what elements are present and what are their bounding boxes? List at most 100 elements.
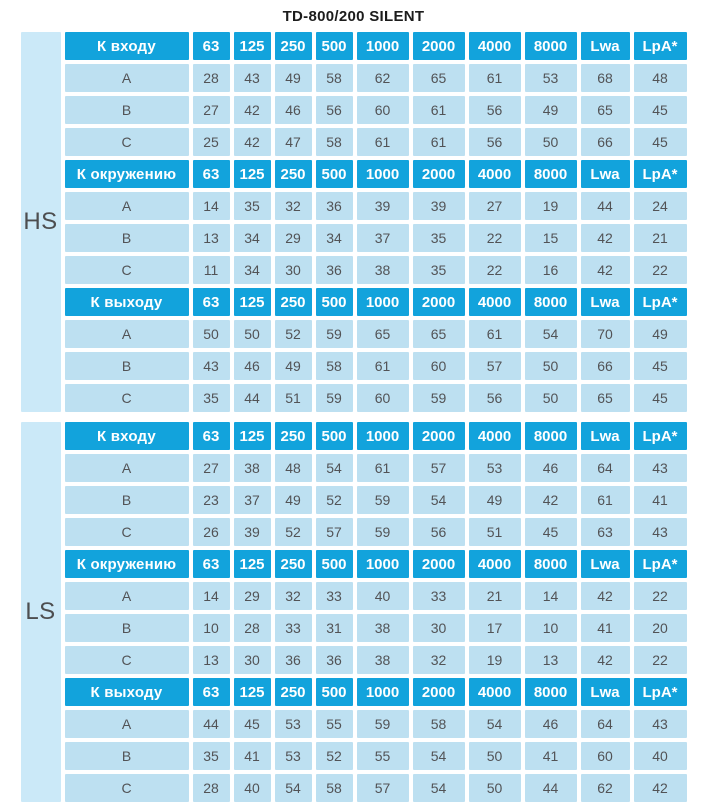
freq-header-cell: 63 [192,160,230,188]
value-cell: 44 [233,384,271,412]
freq-header-cell: Lwa [580,422,630,450]
freq-header-cell: 125 [233,678,271,706]
value-cell: 14 [192,582,230,610]
value-cell: 50 [524,128,577,156]
value-cell: 46 [274,96,312,124]
value-cell: 10 [524,614,577,642]
section-header-cell: К входу [64,422,189,450]
value-cell: 61 [412,96,465,124]
value-cell: 57 [356,774,409,802]
value-cell: 52 [315,486,353,514]
value-cell: 53 [524,64,577,92]
section-header-cell: К окружению [64,550,189,578]
value-cell: 29 [274,224,312,252]
freq-header-cell: 8000 [524,160,577,188]
value-cell: 60 [580,742,630,770]
value-cell: 63 [580,518,630,546]
group-table-ls: LS К входу 63 125 250 500 1000 2000 4000 8000 Lwa L… [17,418,691,806]
value-cell: 52 [315,742,353,770]
row-label-cell: C [64,256,189,284]
section-header-row: HS К входу 63 125 250 500 1000 2000 4000 8000 Lwa L… [20,32,687,412]
group-label-hs: HS [20,32,61,412]
value-cell: 50 [524,384,577,412]
value-cell: 59 [356,518,409,546]
table-row: A 27 38 48 54 61 57 53 46 64 43 [21,454,687,482]
freq-header-cell: 2000 [412,678,465,706]
table-row: B 35 41 53 52 55 54 50 41 60 40 [21,742,687,770]
table-row: A 14 29 32 33 40 33 21 14 42 22 [21,582,687,610]
value-cell: 61 [412,128,465,156]
row-label-cell: C [64,128,189,156]
freq-header-cell: 250 [274,160,312,188]
table-region: HS К входу 63 125 250 500 1000 2000 4000 8000 Lwa L… [0,28,707,806]
value-cell: 70 [580,320,630,348]
value-cell: 42 [524,486,577,514]
row-label-cell: B [64,486,189,514]
freq-header-cell: Lwa [580,678,630,706]
freq-header-cell: Lwa [580,288,630,316]
row-label-cell: A [64,64,189,92]
value-cell: 43 [233,64,271,92]
value-cell: 35 [192,384,230,412]
freq-header-cell: Lwa [580,160,630,188]
value-cell: 60 [412,352,465,380]
value-cell: 26 [192,518,230,546]
group-table-hs: HS К входу 63 125 250 500 1000 2000 4000 8000 Lwa L… [17,28,691,416]
value-cell: 55 [356,742,409,770]
freq-header-cell: 1000 [356,288,409,316]
section-header-row: К окружению 63 125 250 500 1000 2000 4000 8000 Lw… [21,160,687,188]
value-cell: 32 [274,582,312,610]
value-cell: 36 [315,646,353,674]
freq-header-cell: 250 [274,32,312,60]
value-cell: 23 [192,486,230,514]
value-cell: 48 [633,64,687,92]
value-cell: 54 [412,774,465,802]
freq-header-cell: 8000 [524,422,577,450]
freq-header-cell: 250 [274,288,312,316]
value-cell: 42 [580,582,630,610]
section-header-row: К выходу 63 125 250 500 1000 2000 4000 8000 Lwa Lp… [21,678,687,706]
value-cell: 13 [192,646,230,674]
freq-header-cell: 8000 [524,678,577,706]
value-cell: 44 [524,774,577,802]
value-cell: 48 [274,454,312,482]
value-cell: 57 [315,518,353,546]
value-cell: 46 [524,710,577,738]
value-cell: 45 [633,384,687,412]
value-cell: 38 [356,646,409,674]
freq-header-cell: LpA* [633,422,687,450]
value-cell: 43 [633,518,687,546]
freq-header-cell: 1000 [356,32,409,60]
page-title: TD-800/200 SILENT [282,8,425,25]
value-cell: 41 [233,742,271,770]
freq-header-cell: 250 [274,422,312,450]
value-cell: 35 [192,742,230,770]
value-cell: 60 [356,96,409,124]
value-cell: 11 [192,256,230,284]
table-row: B 23 37 49 52 59 54 49 42 61 41 [21,486,687,514]
value-cell: 22 [468,256,521,284]
value-cell: 54 [468,710,521,738]
value-cell: 33 [412,582,465,610]
value-cell: 53 [274,742,312,770]
value-cell: 54 [274,774,312,802]
value-cell: 28 [192,64,230,92]
value-cell: 21 [468,582,521,610]
value-cell: 27 [192,454,230,482]
table-row: B 43 46 49 58 61 60 57 50 66 45 [21,352,687,380]
table-row: B 27 42 46 56 60 61 56 49 65 45 [21,96,687,124]
row-label-cell: B [64,742,189,770]
freq-header-cell: 500 [315,678,353,706]
value-cell: 15 [524,224,577,252]
freq-header-cell: 2000 [412,32,465,60]
value-cell: 30 [233,646,271,674]
row-label-cell: B [64,352,189,380]
value-cell: 13 [192,224,230,252]
value-cell: 20 [633,614,687,642]
table-row: A 14 35 32 36 39 39 27 19 44 24 [21,192,687,220]
value-cell: 62 [580,774,630,802]
value-cell: 49 [633,320,687,348]
value-cell: 36 [274,646,312,674]
value-cell: 10 [192,614,230,642]
value-cell: 40 [633,742,687,770]
